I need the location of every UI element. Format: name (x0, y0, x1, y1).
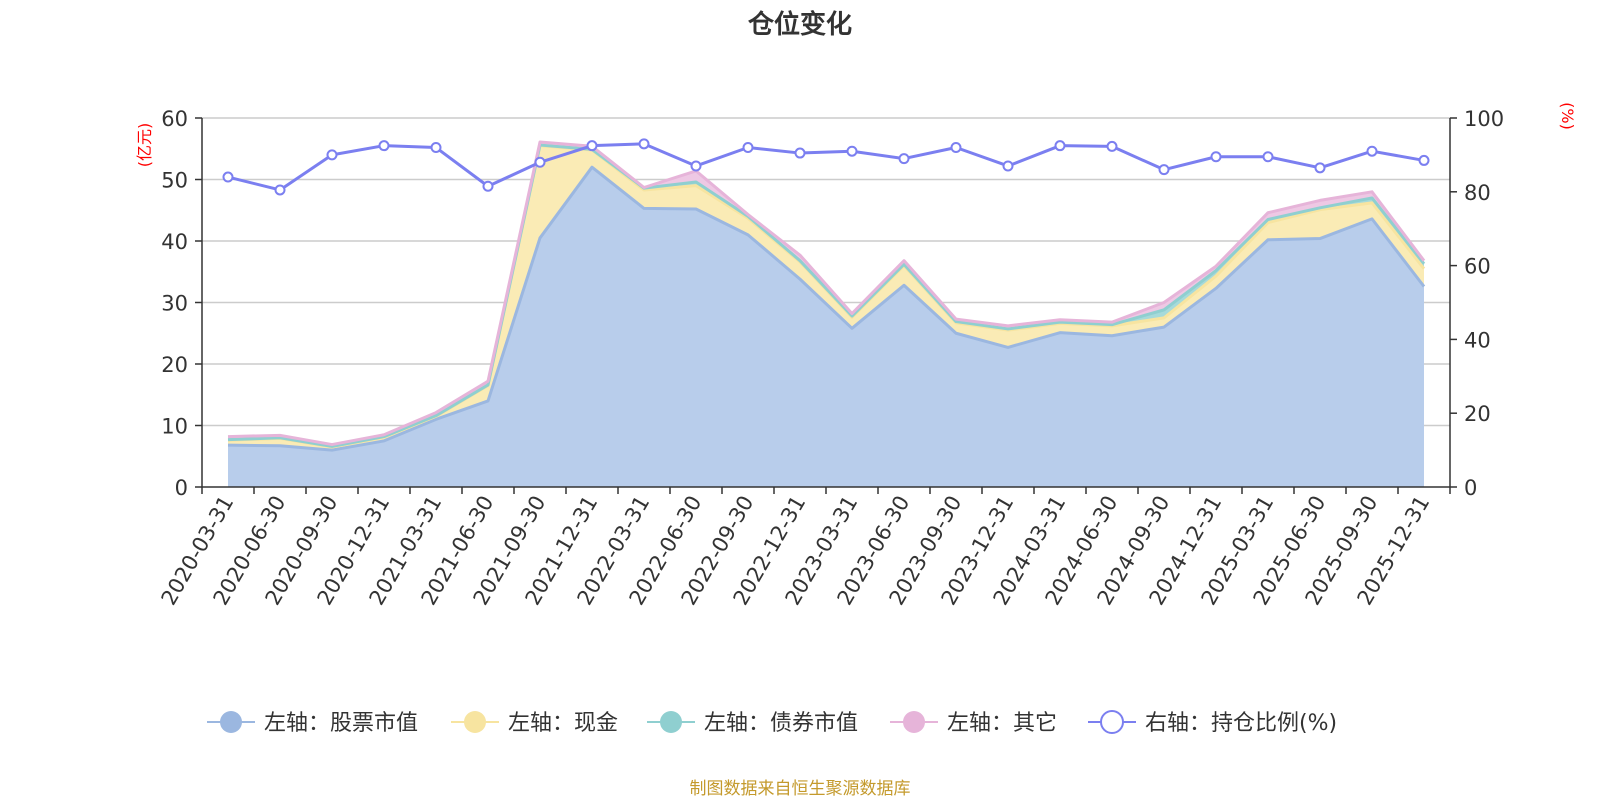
position-ratio-point (846, 145, 858, 157)
position-ratio-point (638, 138, 650, 150)
legend-marker (464, 711, 486, 733)
left-tick-label: 10 (161, 415, 188, 439)
area-line-左轴：其它 (227, 140, 1426, 447)
position-ratio-point (430, 142, 442, 154)
legend-label: 右轴：持仓比例(%) (1145, 711, 1337, 736)
position-ratio-point (326, 149, 338, 161)
left-tick-label: 40 (161, 230, 188, 254)
legend-marker (903, 711, 925, 733)
position-ratio-point (1158, 164, 1170, 176)
left-tick-label: 30 (161, 292, 188, 316)
position-ratio-point (1002, 160, 1014, 172)
right-tick-label: 80 (1464, 181, 1491, 205)
left-axis-unit: (亿元) (135, 123, 154, 168)
position-ratio-point (1262, 151, 1274, 163)
legend-label: 左轴：现金 (508, 711, 618, 736)
position-ratio-point (1054, 140, 1066, 152)
area-series (227, 140, 1426, 488)
position-ratio-point (1366, 145, 1378, 157)
legend-label: 左轴：股票市值 (264, 711, 418, 736)
data-source-note: 制图数据来自恒生聚源数据库 (690, 779, 911, 799)
right-axis-unit: (%) (1558, 102, 1577, 130)
area-line-左轴：债券市值 (227, 143, 1426, 448)
left-tick-label: 60 (161, 107, 188, 131)
position-ratio-series (222, 138, 1430, 196)
right-tick-label: 40 (1464, 328, 1491, 352)
position-ratio-point (690, 160, 702, 172)
legend-marker (660, 711, 682, 733)
area-line-左轴：股票市值 (227, 165, 1426, 452)
left-tick-label: 50 (161, 169, 188, 193)
position-ratio-point (222, 171, 234, 183)
position-ratio-point (1106, 140, 1118, 152)
position-ratio-point (586, 140, 598, 152)
position-ratio-point (378, 140, 390, 152)
area-左轴：股票市值 (228, 167, 1424, 487)
chart-title: 仓位变化 (747, 9, 852, 40)
legend-marker (1100, 710, 1124, 734)
position-ratio-point (794, 147, 806, 159)
legend-marker (220, 711, 242, 733)
right-tick-label: 20 (1464, 402, 1491, 426)
right-tick-label: 60 (1464, 255, 1491, 279)
position-ratio-point (742, 142, 754, 154)
right-tick-label: 0 (1464, 476, 1477, 500)
legend: 左轴：股票市值 左轴：现金 左轴：债券市值 左轴：其它 右轴：持仓比例(%) (207, 710, 1337, 736)
position-ratio-line (227, 142, 1425, 192)
position-ratio-point (950, 142, 962, 154)
position-ratio-point (1210, 151, 1222, 163)
position-ratio-point (534, 156, 546, 168)
position-ratio-point (274, 184, 286, 196)
legend-label: 左轴：其它 (947, 711, 1057, 736)
legend-item: 左轴：股票市值 (207, 711, 418, 736)
position-ratio-point (1418, 154, 1430, 166)
legend-item: 左轴：债券市值 (647, 711, 858, 736)
left-tick-label: 20 (161, 353, 188, 377)
position-ratio-point (1314, 162, 1326, 174)
legend-item: 右轴：持仓比例(%) (1088, 710, 1337, 736)
right-tick-label: 100 (1464, 107, 1504, 131)
legend-label: 左轴：债券市值 (704, 711, 858, 736)
position-ratio-point (898, 153, 910, 165)
left-tick-label: 0 (175, 476, 188, 500)
position-ratio-point (482, 180, 494, 192)
legend-item: 左轴：现金 (451, 711, 618, 736)
legend-item: 左轴：其它 (890, 711, 1057, 736)
